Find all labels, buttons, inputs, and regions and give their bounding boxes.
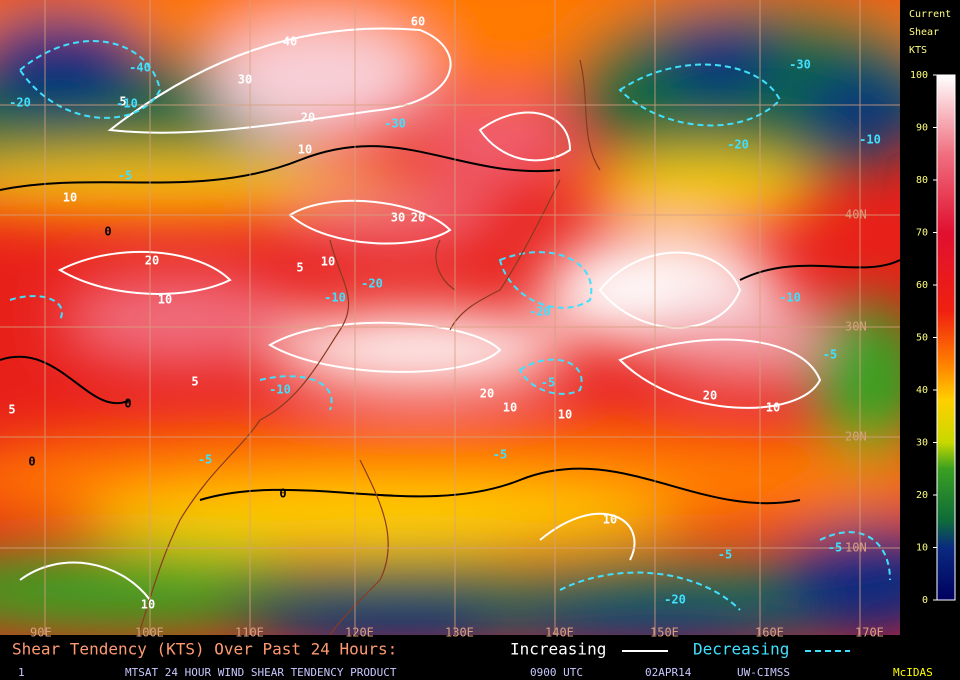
latitude-label: 30N bbox=[845, 320, 867, 334]
contour-label: 0 bbox=[124, 397, 131, 411]
colorbar-tick-label: 100 bbox=[910, 70, 928, 81]
contour-label: -10 bbox=[779, 291, 801, 305]
longitude-label: 130E bbox=[445, 626, 474, 640]
colorbar-tick-label: 80 bbox=[916, 175, 928, 186]
decreasing-contours bbox=[9, 40, 891, 611]
contour-label: -40 bbox=[129, 61, 151, 75]
contour-label: 20 bbox=[411, 211, 425, 225]
colorbar-tick-label: 70 bbox=[916, 228, 928, 239]
legend-title: Shear Tendency (KTS) Over Past 24 Hours: bbox=[12, 640, 397, 659]
contour-label: 10 bbox=[503, 401, 517, 415]
contour-label: -20 bbox=[664, 593, 686, 607]
contour-label: 5 bbox=[8, 403, 15, 417]
contour-label: -5 bbox=[493, 448, 507, 462]
contour-label: -5 bbox=[541, 376, 555, 390]
latitude-label: 10N bbox=[845, 541, 867, 555]
longitude-label: 170E bbox=[855, 626, 884, 640]
colorbar-tick-label: 0 bbox=[922, 595, 928, 606]
contour-label: 10 bbox=[321, 255, 335, 269]
contour-label: 0 bbox=[279, 487, 286, 501]
contour-label: 40 bbox=[283, 35, 297, 49]
contour-label: 10 bbox=[298, 143, 312, 157]
contour-label: -5 bbox=[198, 453, 212, 467]
contour-label: -5 bbox=[828, 541, 842, 555]
contour-label: 10 bbox=[63, 191, 77, 205]
contour-label: -20 bbox=[529, 305, 551, 319]
colorbar bbox=[936, 74, 956, 601]
longitude-label: 160E bbox=[755, 626, 784, 640]
longitude-label: 150E bbox=[650, 626, 679, 640]
contour-label: -5 bbox=[823, 348, 837, 362]
contour-label: -10 bbox=[116, 97, 138, 111]
contour-label: 20 bbox=[301, 111, 315, 125]
latitude-label: 40N bbox=[845, 208, 867, 222]
contour-label: 0 bbox=[28, 455, 35, 469]
legend-panel bbox=[0, 635, 900, 680]
legend-decreasing: Decreasing bbox=[693, 640, 789, 659]
contour-label: 10 bbox=[603, 513, 617, 527]
longitude-label: 120E bbox=[345, 626, 374, 640]
contour-label: 60 bbox=[411, 15, 425, 29]
colorbar-tick-label: 90 bbox=[916, 123, 928, 134]
colorbar-tick-label: 30 bbox=[916, 438, 928, 449]
contour-label: -20 bbox=[727, 138, 749, 152]
product-date: 02APR14 bbox=[645, 666, 692, 679]
longitude-label: 90E bbox=[30, 626, 52, 640]
contour-label: 10 bbox=[766, 401, 780, 415]
contour-label: 20 bbox=[145, 254, 159, 268]
product-source: UW-CIMSS bbox=[737, 666, 790, 679]
latitude-label: 20N bbox=[845, 430, 867, 444]
contour-label: -20 bbox=[9, 96, 31, 110]
product-time: 0900 UTC bbox=[530, 666, 583, 679]
contour-label: -30 bbox=[789, 58, 811, 72]
graticule bbox=[0, 0, 900, 635]
colorbar-tick-label: 40 bbox=[916, 385, 928, 396]
contour-label: -10 bbox=[269, 383, 291, 397]
colorbar-tick-label: 50 bbox=[916, 333, 928, 344]
increasing-contours bbox=[19, 27, 822, 601]
colorbar-title: Current bbox=[909, 9, 951, 20]
contour-label: 20 bbox=[703, 389, 717, 403]
coastlines bbox=[139, 59, 601, 635]
contour-label: -5 bbox=[718, 548, 732, 562]
colorbar-title: Shear bbox=[909, 27, 939, 38]
product-name: MTSAT 24 HOUR WIND SHEAR TENDENCY PRODUC… bbox=[125, 666, 397, 679]
contour-label: 20 bbox=[480, 387, 494, 401]
software-name: McIDAS bbox=[893, 666, 933, 679]
contour-label: 5 bbox=[296, 261, 303, 275]
zero-contours bbox=[0, 145, 900, 505]
contour-label: 0 bbox=[104, 225, 111, 239]
contour-label: 30 bbox=[238, 73, 252, 87]
contour-label: -10 bbox=[859, 133, 881, 147]
longitude-label: 110E bbox=[235, 626, 264, 640]
contour-label: 30 bbox=[391, 211, 405, 225]
colorbar-tick-label: 20 bbox=[916, 490, 928, 501]
legend-increasing: Increasing bbox=[510, 640, 606, 659]
colorbar-tick-label: 60 bbox=[916, 280, 928, 291]
contour-label: -30 bbox=[384, 117, 406, 131]
longitude-label: 140E bbox=[545, 626, 574, 640]
contour-label: 10 bbox=[158, 293, 172, 307]
shear-field bbox=[0, 0, 900, 635]
contour-label: -10 bbox=[324, 291, 346, 305]
longitude-label: 100E bbox=[135, 626, 164, 640]
contour-label: 10 bbox=[141, 598, 155, 612]
contour-label: -5 bbox=[118, 169, 132, 183]
colorbar-title: KTS bbox=[909, 45, 927, 56]
colorbar-tick-label: 10 bbox=[916, 543, 928, 554]
frame-number: 1 bbox=[18, 666, 25, 679]
contour-label: 10 bbox=[558, 408, 572, 422]
contour-label: -20 bbox=[361, 277, 383, 291]
contour-label: 5 bbox=[191, 375, 198, 389]
contour-label: 5 bbox=[119, 95, 126, 109]
